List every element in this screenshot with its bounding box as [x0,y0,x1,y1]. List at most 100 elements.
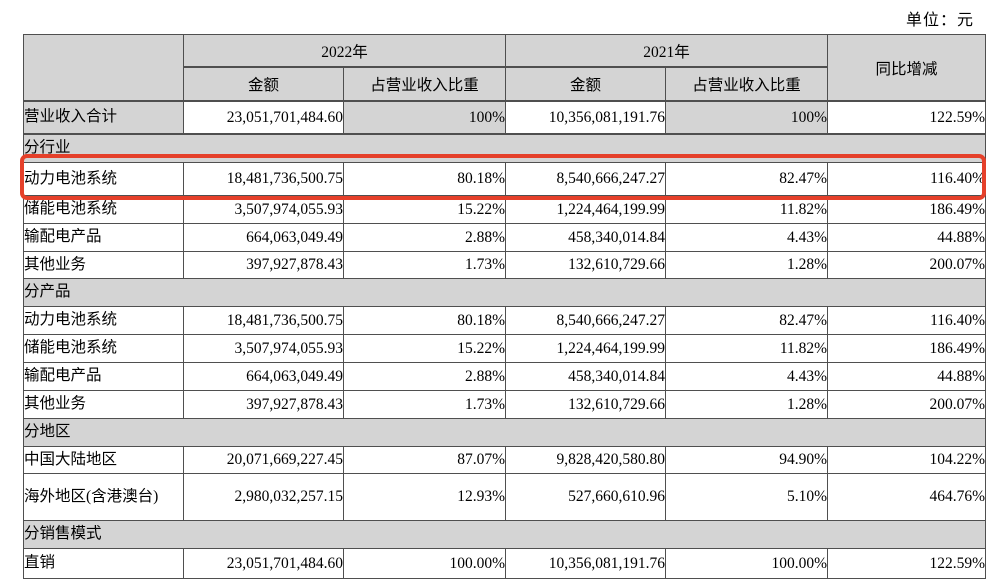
yoy-change: 200.07% [827,390,987,419]
yoy-change: 44.88% [827,223,987,252]
amount-2022: 664,063,049.49 [183,223,344,252]
pct-2021: 100% [665,100,829,135]
header-share-2022: 占营业收入比重 [342,66,507,102]
pct-2021: 4.43% [665,223,829,252]
amount-2021: 8,540,666,247.27 [505,306,667,335]
pct-2022: 80.18% [342,306,507,335]
amount-2022: 20,071,669,227.45 [183,446,344,474]
pct-2021: 11.82% [665,195,829,224]
yoy-change: 116.40% [827,306,987,335]
table-row-power-transmission: 输配电产品 664,063,049.49 2.88% 458,340,014.8… [23,223,987,252]
pct-2022: 80.18% [342,162,507,196]
amount-2021: 1,224,464,199.99 [505,334,667,363]
row-label: 直销 [23,548,184,579]
table-row-energy-storage: 储能电池系统 3,507,974,055.93 15.22% 1,224,464… [23,334,987,363]
table-row-power-battery: 动力电池系统 18,481,736,500.75 80.18% 8,540,66… [23,306,987,335]
section-row-by-region: 分地区 [22,418,987,447]
amount-2022: 397,927,878.43 [183,390,344,419]
section-row-by-sales-model: 分销售模式 [22,520,987,549]
row-label: 动力电池系统 [23,162,184,196]
table-row-overseas: 海外地区(含港澳台) 2,980,032,257.15 12.93% 527,6… [23,473,987,521]
row-label: 营业收入合计 [23,100,184,135]
row-label: 动力电池系统 [23,306,184,335]
header-year-2022: 2022年 [182,34,507,68]
section-label: 分产品 [22,278,987,307]
yoy-change: 200.07% [827,251,987,279]
amount-2021: 132,610,729.66 [505,390,667,419]
amount-2022: 3,507,974,055.93 [183,195,344,224]
row-label: 其他业务 [23,390,184,419]
amount-2021: 1,224,464,199.99 [505,195,667,224]
row-label: 储能电池系统 [23,334,184,363]
amount-2021: 458,340,014.84 [505,362,667,391]
header-amount-2022: 金额 [183,66,344,102]
section-label: 分销售模式 [22,520,987,549]
amount-2021: 10,356,081,191.76 [505,548,667,579]
amount-2022: 3,507,974,055.93 [183,334,344,363]
yoy-change: 122.59% [827,100,987,135]
pct-2021: 1.28% [665,251,829,279]
table-row-total-revenue: 营业收入合计 23,051,701,484.60 100% 10,356,081… [23,100,987,135]
header-yoy: 同比增减 [827,34,987,102]
yoy-change: 122.59% [827,548,987,579]
amount-2022: 2,980,032,257.15 [183,473,344,521]
amount-2021: 527,660,610.96 [505,473,667,521]
amount-2022: 18,481,736,500.75 [183,306,344,335]
yoy-change: 116.40% [827,162,987,196]
section-label: 分行业 [22,133,987,163]
amount-2022: 23,051,701,484.60 [183,548,344,579]
row-label: 中国大陆地区 [23,446,184,474]
row-label: 储能电池系统 [23,195,184,224]
amount-2022: 397,927,878.43 [183,251,344,279]
pct-2022: 2.88% [342,223,507,252]
table-row-mainland-china: 中国大陆地区 20,071,669,227.45 87.07% 9,828,42… [23,446,987,474]
pct-2021: 94.90% [665,446,829,474]
header-share-2021: 占营业收入比重 [665,66,829,102]
yoy-change: 44.88% [827,362,987,391]
header-empty-cell [23,34,184,102]
pct-2022: 15.22% [342,195,507,224]
pct-2021: 5.10% [665,473,829,521]
amount-2022: 664,063,049.49 [183,362,344,391]
row-label: 输配电产品 [23,362,184,391]
row-label: 输配电产品 [23,223,184,252]
amount-2022: 23,051,701,484.60 [183,100,344,135]
pct-2022: 100% [342,100,507,135]
pct-2021: 1.28% [665,390,829,419]
amount-2021: 8,540,666,247.27 [505,162,667,196]
table-row-power-battery: 动力电池系统 18,481,736,500.75 80.18% 8,540,66… [23,162,987,196]
row-label: 海外地区(含港澳台) [23,473,184,521]
header-row-measures: 金额 占营业收入比重 金额 占营业收入比重 [24,66,986,102]
table-row-power-transmission: 输配电产品 664,063,049.49 2.88% 458,340,014.8… [23,362,987,391]
pct-2022: 1.73% [342,390,507,419]
table-row-energy-storage: 储能电池系统 3,507,974,055.93 15.22% 1,224,464… [23,195,987,224]
section-label: 分地区 [22,418,987,447]
amount-2022: 18,481,736,500.75 [183,162,344,196]
section-row-by-industry: 分行业 [22,133,987,163]
amount-2021: 132,610,729.66 [505,251,667,279]
table-row-direct-sales: 直销 23,051,701,484.60 100.00% 10,356,081,… [23,548,987,579]
amount-2021: 458,340,014.84 [505,223,667,252]
pct-2021: 4.43% [665,362,829,391]
pct-2021: 82.47% [665,306,829,335]
pct-2022: 15.22% [342,334,507,363]
amount-2021: 10,356,081,191.76 [505,100,667,135]
pct-2021: 82.47% [665,162,829,196]
pct-2021: 11.82% [665,334,829,363]
header-amount-2021: 金额 [505,66,667,102]
pct-2022: 1.73% [342,251,507,279]
pct-2022: 12.93% [342,473,507,521]
pct-2021: 100.00% [665,548,829,579]
header-year-2021: 2021年 [505,34,829,68]
yoy-change: 186.49% [827,334,987,363]
yoy-change: 104.22% [827,446,987,474]
table-row-other-business: 其他业务 397,927,878.43 1.73% 132,610,729.66… [23,251,987,279]
header-row-years: 2022年 2021年 同比增减 [23,34,987,102]
table-row-other-business: 其他业务 397,927,878.43 1.73% 132,610,729.66… [23,390,987,419]
revenue-breakdown-table: 2022年 2021年 同比增减 金额 占营业收入比重 金额 占营业收入比重 营… [22,34,987,579]
pct-2022: 100.00% [342,548,507,579]
row-label: 其他业务 [23,251,184,279]
yoy-change: 186.49% [827,195,987,224]
yoy-change: 464.76% [827,473,987,521]
unit-label: 单位：元 [905,12,974,29]
